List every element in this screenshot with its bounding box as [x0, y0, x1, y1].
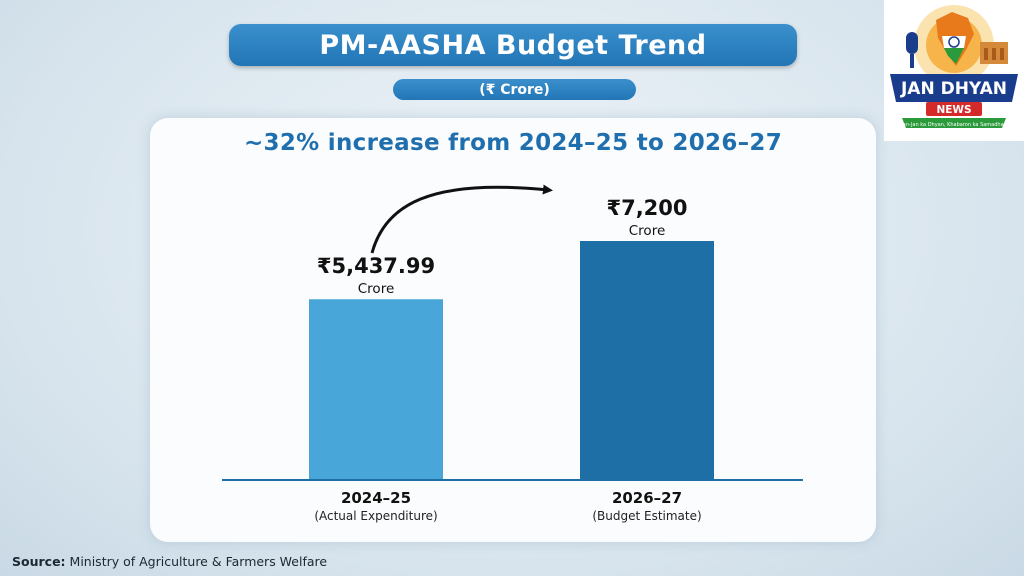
headline: ~32% increase from 2024–25 to 2026–27: [243, 130, 783, 156]
bar-2026–27: [580, 241, 714, 479]
increase-arrow: [370, 184, 553, 254]
unit-label: (₹ Crore): [393, 79, 636, 100]
data-label-unit: Crore: [358, 281, 395, 297]
bar-2024–25: [309, 299, 443, 479]
x-tick-sublabel: (Actual Expenditure): [314, 509, 437, 523]
chakra-icon: [948, 36, 960, 48]
data-label-value: ₹5,437.99: [317, 254, 435, 278]
x-tick-label: 2026–27: [612, 489, 682, 507]
source-text: Ministry of Agriculture & Farmers Welfar…: [69, 554, 328, 569]
jan-dhyan-news-logo: JAN DHYAN NEWS Jan-Jan ka Dhyan, Khabaro…: [884, 0, 1024, 141]
logo-line1: JAN DHYAN: [900, 79, 1007, 99]
source-label: Source:: [12, 554, 66, 569]
microphone-icon: [906, 32, 918, 54]
x-tick-label: 2024–25: [341, 489, 411, 507]
data-label-value: ₹7,200: [606, 196, 687, 220]
x-tick-sublabel: (Budget Estimate): [592, 509, 701, 523]
source-note: Source: Ministry of Agriculture & Farmer…: [12, 554, 327, 569]
chart-title: PM-AASHA Budget Trend: [229, 24, 797, 66]
logo-line2: NEWS: [936, 104, 971, 116]
data-label-unit: Crore: [629, 223, 666, 239]
logo-tagline: Jan-Jan ka Dhyan, Khabaron ka Samadhan: [900, 122, 1007, 128]
